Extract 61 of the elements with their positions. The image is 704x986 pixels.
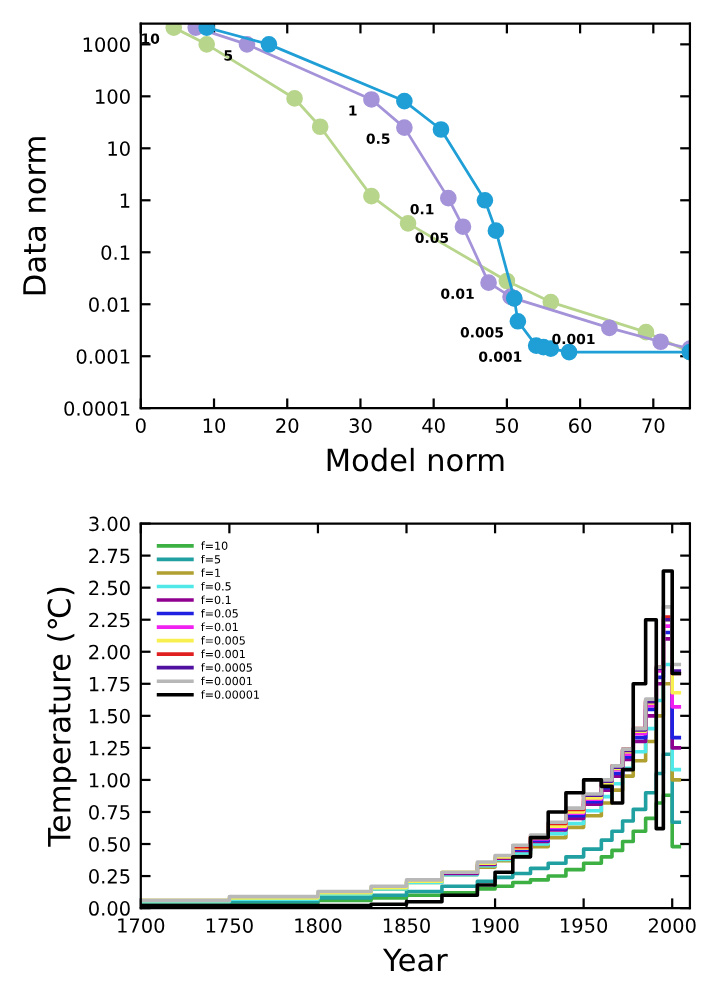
y-tick-label: 0.001: [76, 349, 130, 364]
x-tick-label: 40: [422, 418, 445, 433]
y-tick-label: 2.25: [89, 612, 130, 628]
y-tick-label: 1.00: [89, 772, 130, 788]
y-tick-label: 0.01: [89, 297, 130, 312]
point: [454, 218, 472, 236]
x-tick-label: 1800: [295, 918, 342, 933]
point: [198, 23, 216, 36]
y-axis-title: Temperature (℃): [47, 587, 77, 847]
y-tick-label: 0.0001: [64, 401, 130, 416]
point: [363, 91, 380, 108]
x-tick-label: 1750: [206, 918, 253, 933]
y-tick-label: 0.00: [89, 901, 130, 916]
point: [509, 312, 527, 330]
y-tick-label: 3.00: [89, 516, 130, 532]
point: [476, 191, 494, 209]
x-tick-label: 70: [642, 418, 665, 433]
point: [286, 90, 303, 107]
point: [652, 333, 669, 351]
x-tick-label: 20: [276, 418, 299, 433]
point: [432, 121, 450, 138]
y-tick-label: 1.50: [89, 708, 130, 724]
x-axis-title: Year: [382, 948, 448, 972]
point: [542, 293, 560, 311]
point: [396, 119, 413, 136]
y-tick-label: 2.00: [89, 644, 130, 660]
y-tick-label: 10: [108, 141, 130, 156]
x-tick-label: 60: [569, 418, 592, 433]
point: [480, 274, 497, 292]
point: [399, 215, 417, 232]
x-tick-label: 2000: [648, 918, 696, 933]
point: [260, 36, 278, 53]
y-axis-title: Data norm: [23, 137, 47, 295]
y-tick-label: 0.1: [101, 245, 130, 260]
y-tick-label: 0.25: [89, 869, 130, 884]
point: [601, 319, 618, 337]
y-tick-label: 1000: [83, 37, 130, 53]
x-tick-label: 30: [349, 418, 372, 433]
y-tick-label: 1.25: [89, 740, 130, 756]
point: [487, 222, 505, 240]
x-tick-label: 1900: [472, 918, 519, 933]
x-axis-title: Model norm: [327, 447, 504, 472]
x-tick-label: 0: [135, 418, 146, 433]
y-tick-label: 0.50: [89, 836, 130, 852]
x-tick-label: 10: [203, 418, 226, 433]
point: [311, 118, 329, 136]
x-tick-label: 1950: [561, 918, 608, 933]
point: [396, 92, 413, 110]
y-tick-label: 1: [120, 193, 130, 208]
point: [363, 187, 380, 205]
point: [198, 36, 216, 53]
y-tick-label: 1.75: [89, 677, 130, 692]
x-tick-label: 1700: [118, 918, 165, 933]
x-tick-label: 50: [496, 418, 518, 433]
point: [165, 23, 183, 36]
point: [439, 189, 457, 207]
y-tick-label: 2.50: [89, 580, 130, 596]
y-tick-label: 2.75: [89, 548, 130, 564]
x-tick-label: 1850: [383, 918, 430, 933]
y-tick-label: 100: [96, 89, 130, 104]
y-tick-label: 0.75: [89, 804, 130, 820]
